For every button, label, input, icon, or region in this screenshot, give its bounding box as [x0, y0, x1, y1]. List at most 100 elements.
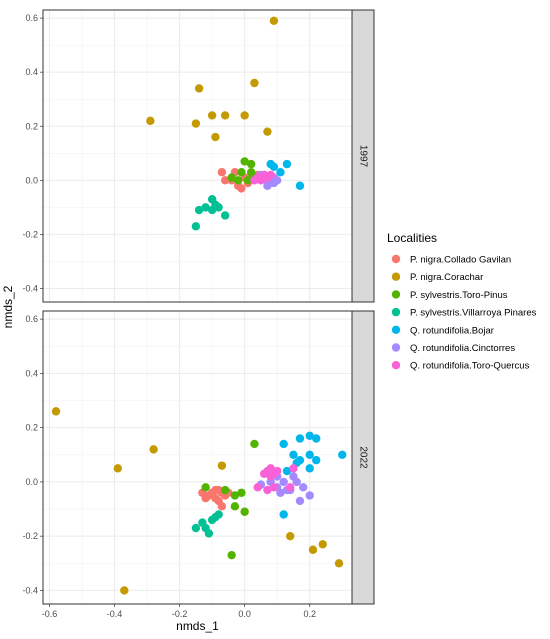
scatter-point: [230, 502, 240, 511]
scatter-point: [263, 485, 272, 495]
scatter-point: [338, 450, 347, 459]
legend-label: Q. rotundifolia.Cinctorres: [410, 343, 515, 354]
scatter-point: [233, 176, 243, 185]
legend-key-marker: [391, 290, 401, 299]
y-tick-label: 0.0: [25, 175, 38, 185]
legend-item: Q. rotundifolia.Toro-Quercus: [391, 361, 530, 372]
scatter-point: [266, 472, 275, 481]
scatter-point: [269, 162, 279, 172]
scatter-point: [191, 523, 201, 533]
scatter-point: [295, 181, 305, 190]
series-p-sylvestris-toro-pinus: [227, 157, 259, 185]
scatter-point: [237, 488, 246, 497]
scatter-point: [230, 491, 240, 500]
scatter-point: [286, 483, 295, 492]
y-tick-label: -0.2: [22, 531, 38, 541]
series-p-nigra-collado-gavilan: [198, 485, 233, 511]
scatter-point: [250, 439, 259, 449]
legend-item: P. nigra.Corachar: [391, 272, 483, 283]
scatter-point: [207, 111, 217, 120]
scatter-point: [237, 168, 246, 177]
y-tick-label: 0.4: [25, 67, 38, 77]
scatter-point: [263, 127, 272, 136]
scatter-point: [312, 456, 321, 465]
scatter-point: [214, 203, 223, 212]
scatter-point: [263, 181, 272, 190]
scatter-point: [253, 483, 262, 492]
scatter-point: [318, 540, 327, 549]
x-axis: -0.6 -0.4 -0.2 0.0 0.2: [42, 604, 316, 619]
legend-key-marker: [391, 325, 401, 334]
facet-panel-2022: -0.4 -0.2 0.0 0.2 0.4 0.6 2022: [22, 310, 375, 605]
scatter-point: [220, 111, 230, 120]
scatter-point: [295, 496, 305, 506]
scatter-point: [214, 510, 223, 519]
series-p-nigra-corachar: [146, 16, 279, 142]
scatter-point: [217, 168, 227, 177]
legend-key-marker: [391, 254, 401, 264]
legend-items: P. nigra.Collado Gavilan P. nigra.Coracha…: [391, 254, 537, 372]
scatter-point: [201, 483, 210, 492]
y-tick-label: 0.4: [25, 368, 38, 378]
scatter-point: [217, 502, 227, 511]
scatter-point: [289, 450, 298, 459]
scatter-point: [191, 119, 201, 128]
scatter-point: [201, 203, 210, 212]
scatter-point: [250, 78, 259, 88]
legend-item: Q. rotundifolia.Cinctorres: [391, 343, 515, 354]
legend-label: Q. rotundifolia.Bojar: [410, 325, 494, 336]
legend-title: Localities: [387, 231, 437, 245]
series-p-sylvestris-villarroya-pinares: [191, 510, 223, 538]
x-tick-label: 0.0: [238, 609, 251, 619]
scatter-point: [194, 205, 204, 215]
facet-strip-label: 2022: [358, 446, 369, 469]
scatter-point: [220, 176, 230, 185]
scatter-point: [113, 464, 123, 473]
scatter-point: [237, 184, 246, 193]
legend-item: Q. rotundifolia.Bojar: [391, 325, 494, 336]
scatter-point: [204, 529, 214, 538]
y-tick-label: 0.6: [25, 13, 38, 23]
series-p-sylvestris-villarroya-pinares: [191, 195, 230, 231]
facet-panels: -0.4 -0.2 0.0 0.2 0.4 0.6 1997 -0.4 -0.2 0.0 0.2 0.…: [22, 9, 375, 605]
scatter-point: [334, 559, 344, 568]
x-tick-label: -0.2: [172, 609, 188, 619]
legend-item: P. nigra.Collado Gavilan: [391, 254, 511, 266]
legend-label: P. sylvestris.Villarroya Pinares: [410, 308, 537, 319]
scatter-point: [120, 586, 129, 595]
scatter-point: [220, 211, 230, 220]
scatter-point: [214, 485, 223, 495]
scatter-point: [243, 176, 253, 185]
scatter-point: [246, 159, 256, 169]
y-tick-label: 0.6: [25, 314, 38, 324]
scatter-point: [279, 439, 288, 449]
y-tick-label: -0.2: [22, 229, 38, 239]
scatter-point: [263, 173, 272, 182]
legend-key-marker: [391, 307, 401, 317]
y-tick-label: -0.4: [22, 585, 38, 595]
y-tick-label: 0.0: [25, 477, 38, 487]
scatter-point: [305, 491, 314, 500]
facet-panel-1997: -0.4 -0.2 0.0 0.2 0.4 0.6 1997: [22, 9, 375, 303]
scatter-point: [191, 222, 201, 231]
scatter-point: [269, 483, 279, 492]
scatter-point: [201, 493, 210, 503]
scatter-point: [217, 461, 227, 470]
y-tick-label: 0.2: [25, 423, 38, 433]
scatter-point: [305, 464, 314, 473]
legend-item: P. sylvestris.Toro-Pinus: [391, 290, 508, 301]
scatter-point: [240, 507, 249, 516]
x-tick-label: 0.2: [303, 609, 316, 619]
scatter-point: [276, 168, 285, 177]
y-tick-label: 0.2: [25, 121, 38, 131]
scatter-point: [282, 466, 292, 476]
legend-item: P. sylvestris.Villarroya Pinares: [391, 307, 537, 319]
scatter-point: [289, 464, 298, 473]
scatter-point: [279, 510, 288, 519]
scatter-point: [149, 445, 158, 454]
scatter-point: [259, 469, 269, 478]
series-q-rotundifolia-bojar: [266, 159, 305, 190]
series-p-nigra-corachar: [51, 407, 344, 595]
facet-strip: [351, 9, 375, 303]
